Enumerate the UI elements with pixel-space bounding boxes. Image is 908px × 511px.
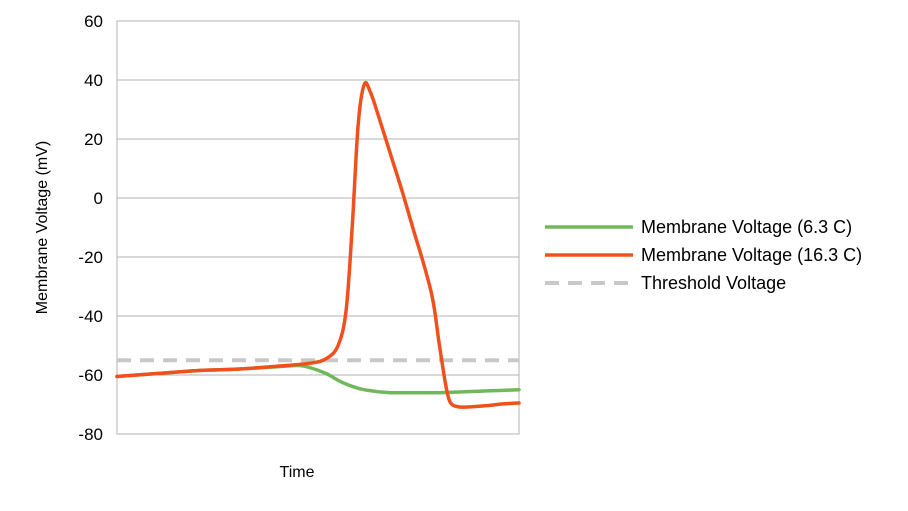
- y-tick-label: 60: [84, 12, 103, 31]
- legend: Membrane Voltage (6.3 C) Membrane Voltage…: [545, 217, 862, 293]
- y-tick-label: 20: [84, 130, 103, 149]
- plot-area-frame: [116, 20, 520, 435]
- y-axis-tick-labels: 60 40 20 0 -20 -40 -60 -80: [78, 12, 103, 444]
- series-line-1: [115, 80, 521, 409]
- legend-label-1: Membrane Voltage (16.3 C): [641, 245, 862, 265]
- legend-label-0: Membrane Voltage (6.3 C): [641, 217, 852, 237]
- y-tick-label: -20: [78, 248, 103, 267]
- y-tick-label: -40: [78, 307, 103, 326]
- y-axis-title: Membrane Voltage (mV): [34, 141, 51, 314]
- y-tick-label: -80: [78, 425, 103, 444]
- legend-label-2: Threshold Voltage: [641, 273, 786, 293]
- x-axis-title: Time: [280, 464, 315, 481]
- y-tick-label: -60: [78, 366, 103, 385]
- y-tick-label: 0: [94, 189, 103, 208]
- series-lines: [115, 80, 521, 409]
- y-tick-label: 40: [84, 71, 103, 90]
